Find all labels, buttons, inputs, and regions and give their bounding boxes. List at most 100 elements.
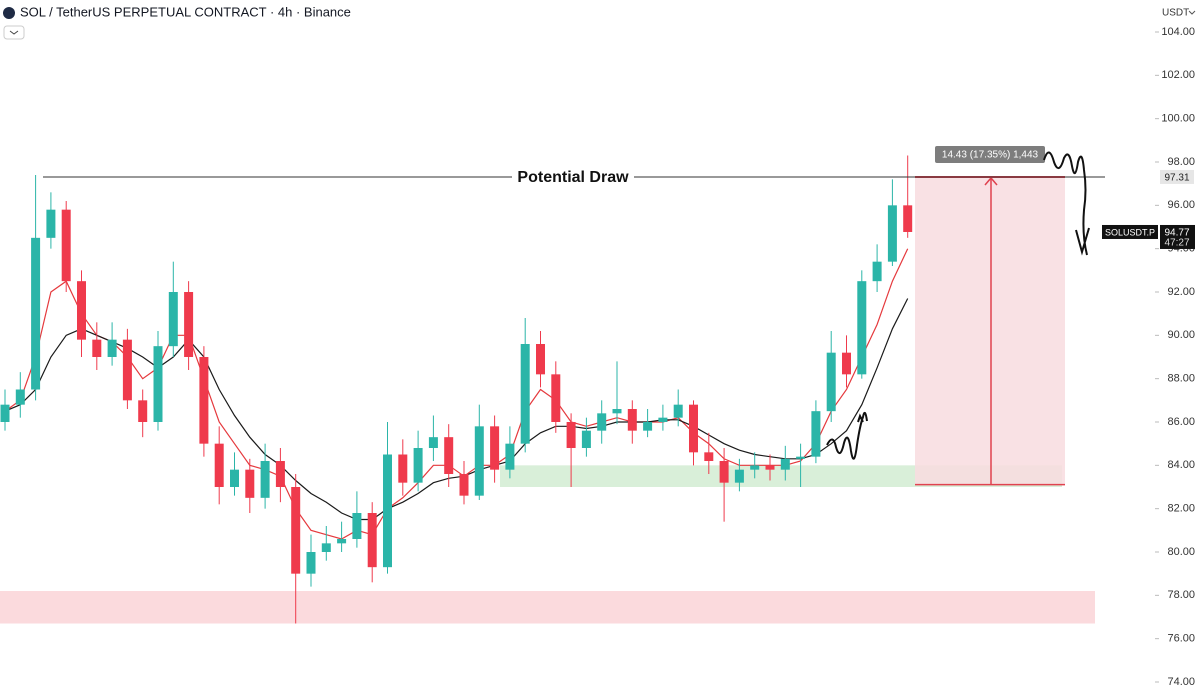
candle-body (765, 465, 775, 470)
candle-body (230, 469, 239, 487)
candle-body (153, 346, 163, 422)
y-tick-label: 80.00 (1167, 546, 1195, 558)
position-box (915, 176, 1065, 485)
candle-body (826, 352, 836, 412)
candle-body (857, 281, 867, 375)
candle-body (536, 344, 545, 375)
candle-body (627, 409, 637, 431)
candle-body (275, 461, 285, 487)
candle-body (780, 458, 790, 470)
candle-body (505, 443, 515, 470)
candle-body (643, 422, 653, 431)
measure-label: 14.43 (17.35%) 1,443 (942, 150, 1039, 161)
last-price-bg (1160, 224, 1195, 249)
sketch-arrow (1043, 151, 1090, 256)
y-tick-label: 86.00 (1167, 416, 1195, 428)
y-tick-label: 82.00 (1167, 503, 1195, 515)
candle-body (92, 339, 102, 357)
candle-body (245, 469, 255, 498)
level-price-bg (1160, 169, 1194, 184)
y-tick-label: 92.00 (1167, 286, 1195, 298)
measure-arrowhead (984, 176, 998, 186)
level-price: 97.31 (1164, 173, 1189, 184)
candle-body (612, 409, 622, 414)
candle-body (61, 209, 71, 282)
plot: 104.00102.00100.0098.0096.0094.0092.0090… (0, 26, 1195, 688)
candle-body (597, 413, 607, 431)
collapse-button[interactable] (3, 25, 25, 40)
zone (0, 591, 1095, 624)
y-tick-label: 96.00 (1167, 199, 1195, 211)
y-tick-label: 78.00 (1167, 589, 1195, 601)
currency-caret (1188, 10, 1196, 15)
y-tick-label: 100.00 (1161, 113, 1195, 125)
symbol-label-bg (1102, 224, 1158, 239)
candle-body (184, 292, 194, 357)
candle-body (15, 389, 25, 405)
candle-body (551, 374, 561, 422)
candle-body (260, 461, 270, 498)
candle-body (138, 400, 148, 422)
candle-body (214, 443, 224, 487)
level-label: Potential Draw (517, 169, 629, 186)
candle-body (734, 469, 744, 483)
candle-body (673, 404, 683, 418)
collapse-icon (9, 30, 19, 35)
candle-body (872, 261, 882, 282)
candle-body (520, 344, 530, 444)
candle-body (337, 539, 347, 544)
candle-body (581, 430, 591, 448)
y-tick-label: 90.00 (1167, 329, 1195, 341)
candle-body (398, 454, 408, 483)
y-tick-label: 98.00 (1167, 156, 1195, 168)
y-tick-label: 88.00 (1167, 373, 1195, 385)
candle-body (383, 454, 392, 568)
candle-body (306, 552, 316, 574)
candle-body (658, 417, 668, 422)
symbol-label: SOLUSDT.P (1105, 227, 1155, 237)
candle-body (903, 205, 913, 232)
candle-body (704, 452, 714, 461)
candle-body (428, 437, 438, 448)
candle-body (490, 426, 500, 470)
candle-body (122, 339, 132, 401)
candle-body (291, 487, 301, 574)
candle-body (444, 437, 454, 474)
candle-body (46, 209, 56, 238)
candle-body (566, 422, 576, 448)
candle-body (842, 352, 851, 375)
countdown: 47:27 (1164, 238, 1189, 249)
currency[interactable]: USDT (1162, 8, 1189, 19)
level-label-bg (512, 166, 634, 187)
candle-body (31, 237, 41, 390)
candle-body (459, 474, 469, 496)
candle-body (321, 543, 331, 552)
candle-body (413, 448, 423, 483)
symbol-icon (3, 7, 15, 19)
candle-body (887, 205, 897, 262)
candle-body (352, 513, 362, 539)
y-tick-label: 102.00 (1161, 69, 1195, 81)
last-price: 94.77 (1164, 228, 1189, 239)
y-tick-label: 104.00 (1161, 26, 1195, 38)
chart-title: SOL / TetherUS PERPETUAL CONTRACT · 4h ·… (20, 4, 351, 19)
y-tick-label: 74.00 (1167, 676, 1195, 688)
moving-average (4, 248, 909, 540)
candle-body (811, 411, 821, 457)
candle-body (689, 404, 698, 453)
candle-body (750, 465, 760, 470)
candle-body (719, 461, 729, 483)
candle-body (474, 426, 484, 496)
measure-label-bg (935, 145, 1045, 163)
y-tick-label: 84.00 (1167, 459, 1195, 471)
candle-body (796, 456, 806, 459)
sketch-path (826, 411, 868, 460)
candle-body (367, 513, 377, 568)
candle-body (77, 281, 86, 340)
candle-body (168, 292, 178, 347)
candle-body (199, 357, 209, 444)
candle-body (0, 404, 10, 422)
y-tick-label: 76.00 (1167, 633, 1195, 645)
